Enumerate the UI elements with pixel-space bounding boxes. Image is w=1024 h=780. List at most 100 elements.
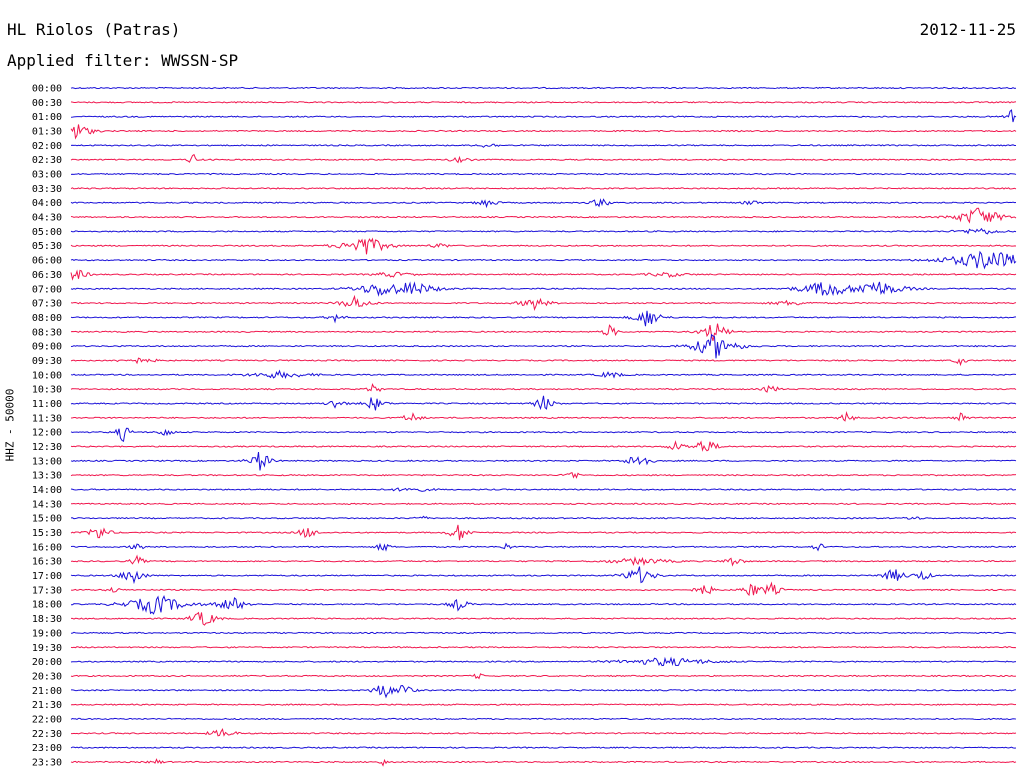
trace-line	[70, 611, 1017, 626]
filter-label: Applied filter: WWSSN-SP	[7, 51, 239, 70]
trace-line	[70, 656, 1017, 667]
time-tick-label: 13:00	[32, 456, 62, 467]
time-tick-label: 18:30	[32, 614, 62, 625]
time-tick-label: 14:30	[32, 499, 62, 510]
station-title: HL Riolos (Patras)	[7, 20, 181, 39]
trace-line	[70, 727, 1017, 737]
trace-line	[70, 86, 1017, 90]
time-tick-label: 06:00	[32, 256, 62, 267]
time-tick-label: 01:30	[32, 127, 62, 138]
time-tick-label: 14:00	[32, 485, 62, 496]
trace-line	[70, 542, 1017, 552]
time-tick-label: 03:00	[32, 170, 62, 181]
trace-line	[70, 323, 1017, 341]
time-tick-label: 17:30	[32, 585, 62, 596]
trace-line	[70, 250, 1017, 270]
time-tick-label: 21:30	[32, 700, 62, 711]
trace-line	[70, 207, 1017, 224]
time-tick-label: 04:00	[32, 198, 62, 209]
time-tick-label: 23:30	[32, 757, 62, 768]
trace-line	[70, 566, 1017, 585]
time-tick-label: 12:30	[32, 442, 62, 453]
time-tick-label: 06:30	[32, 270, 62, 281]
trace-line	[70, 109, 1017, 123]
trace-line	[70, 187, 1017, 190]
trace-line	[70, 227, 1017, 235]
time-tick-label: 03:30	[32, 184, 62, 195]
trace-line	[70, 427, 1017, 443]
time-tick-label: 11:30	[32, 413, 62, 424]
trace-line	[70, 310, 1017, 327]
time-tick-label: 10:30	[32, 385, 62, 396]
time-tick-label: 07:30	[32, 299, 62, 310]
time-tick-label: 00:00	[32, 84, 62, 95]
trace-line	[70, 746, 1017, 749]
time-tick-label: 07:00	[32, 284, 62, 295]
time-tick-label: 22:30	[32, 729, 62, 740]
trace-line	[70, 515, 1017, 520]
trace-line	[70, 685, 1017, 699]
record-date: 2012-11-25	[919, 20, 1016, 39]
time-tick-label: 10:00	[32, 370, 62, 381]
time-tick-label: 19:30	[32, 643, 62, 654]
time-tick-label: 12:00	[32, 428, 62, 439]
time-tick-label: 15:30	[32, 528, 62, 539]
trace-line	[70, 124, 1017, 140]
time-tick-label: 05:30	[32, 241, 62, 252]
trace-line	[70, 452, 1017, 471]
trace-line	[70, 237, 1017, 255]
time-tick-label: 05:00	[32, 227, 62, 238]
trace-line	[70, 471, 1017, 479]
trace-line	[70, 673, 1017, 680]
time-tick-label: 19:00	[32, 628, 62, 639]
trace-line	[70, 411, 1017, 422]
time-tick-label: 09:00	[32, 342, 62, 353]
trace-line	[70, 717, 1017, 721]
trace-line	[70, 101, 1017, 104]
trace-line	[70, 703, 1017, 706]
trace-line	[70, 294, 1017, 312]
time-tick-label: 16:30	[32, 557, 62, 568]
time-tick-label: 15:00	[32, 514, 62, 525]
time-tick-label: 21:00	[32, 686, 62, 697]
trace-line	[70, 581, 1017, 597]
trace-line	[70, 383, 1017, 393]
time-tick-label: 08:00	[32, 313, 62, 324]
trace-line	[70, 440, 1017, 452]
trace-line	[70, 395, 1017, 411]
trace-line	[70, 172, 1017, 176]
trace-line	[70, 524, 1017, 541]
trace-line	[70, 554, 1017, 567]
time-tick-label: 01:00	[32, 112, 62, 123]
time-tick-label: 16:00	[32, 542, 62, 553]
trace-line	[70, 758, 1017, 767]
time-tick-label: 09:30	[32, 356, 62, 367]
time-tick-label: 23:00	[32, 743, 62, 754]
time-tick-label: 08:30	[32, 327, 62, 338]
trace-line	[70, 369, 1017, 379]
trace-line	[70, 646, 1017, 649]
trace-line	[70, 143, 1017, 148]
trace-line	[70, 333, 1017, 359]
time-tick-label: 13:30	[32, 471, 62, 482]
trace-line	[70, 153, 1017, 164]
time-tick-label: 02:30	[32, 155, 62, 166]
time-tick-label: 20:30	[32, 671, 62, 682]
time-tick-label: 11:00	[32, 399, 62, 410]
time-tick-label: 20:00	[32, 657, 62, 668]
time-tick-label: 17:00	[32, 571, 62, 582]
trace-line	[70, 357, 1017, 367]
trace-line	[70, 269, 1017, 281]
trace-line	[70, 198, 1017, 209]
time-tick-label: 00:30	[32, 98, 62, 109]
trace-line	[70, 594, 1017, 615]
trace-line	[70, 487, 1017, 492]
trace-line	[70, 502, 1017, 506]
time-tick-label: 18:00	[32, 600, 62, 611]
time-tick-label: 22:00	[32, 714, 62, 725]
time-tick-label: 02:00	[32, 141, 62, 152]
trace-line	[70, 631, 1017, 635]
trace-line	[70, 281, 1017, 297]
time-tick-label: 04:30	[32, 213, 62, 224]
